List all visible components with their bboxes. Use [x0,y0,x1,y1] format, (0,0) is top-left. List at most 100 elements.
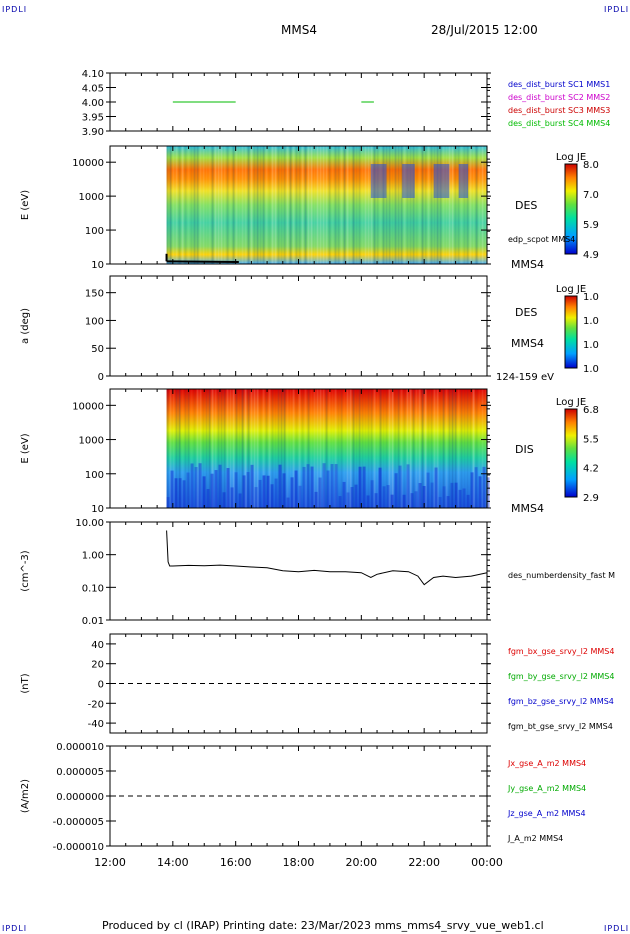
spectrogram-texture [268,389,271,508]
legend-entry: des_dist_burst SC3 MMS3 [508,106,610,115]
spectrogram-low-energy [342,481,346,508]
spectrogram-texture [439,389,442,508]
spectrogram-texture [367,146,370,264]
spectrogram-texture [415,146,418,264]
y-tick-label: 40 [91,640,104,651]
spectrogram-texture [259,389,262,508]
y-tick-label: 3.90 [82,127,104,138]
spectrogram-texture [181,146,184,264]
spectrogram-low-energy [350,487,354,508]
x-tick-label: 16:00 [220,856,252,869]
spectrogram-texture [193,146,196,264]
spectrogram-texture [316,146,319,264]
spectrogram-low-energy [374,493,378,508]
spectrogram-low-energy [262,475,266,508]
spectrogram-texture [379,389,382,508]
spectrogram-texture [436,146,439,264]
y-axis-label: E (eV) [20,433,31,463]
spectrogram-dropout [370,164,387,198]
spectrogram-texture [262,389,265,508]
spectrogram-low-energy [330,464,334,508]
legend-entry: fgm_bz_gse_srvy_l2 MMS4 [508,697,614,706]
spectrogram-dropout [433,164,450,198]
spectrogram-texture [394,146,397,264]
spectrogram-low-energy [442,486,446,508]
spectrogram-texture [241,146,244,264]
spectrogram-low-energy [382,486,386,508]
spectrogram-low-energy [182,480,186,508]
spectrogram-texture [463,389,466,508]
spectrogram-texture [271,389,274,508]
x-tick-label: 18:00 [283,856,315,869]
spectrogram-texture [175,389,178,508]
spectrogram-low-energy [354,484,358,508]
y-tick-label: 4.05 [82,84,104,95]
spectrogram-texture [466,389,469,508]
spectrogram-texture [328,146,331,264]
spectrogram-texture [412,146,415,264]
spectrogram-texture [253,389,256,508]
spectrogram-texture [415,389,418,508]
y-tick-label: 50 [91,344,104,355]
spectrogram-low-energy [226,468,230,508]
side-label-instrument: DES [515,199,537,212]
spectrogram-texture [442,146,445,264]
spectrogram-texture [457,146,460,264]
spectrogram-texture [385,146,388,264]
spectrogram-texture [484,389,487,508]
spectrogram-texture [469,389,472,508]
spectrogram-low-energy [326,470,330,508]
spectrogram-texture [229,389,232,508]
spectrogram-texture [352,389,355,508]
corner-label-top-left: IPDLI [2,5,28,14]
y-tick-label: 20 [91,660,104,671]
colorbar [564,408,578,498]
spectrogram-texture [355,389,358,508]
legend-entry: fgm_bx_gse_srvy_l2 MMS4 [508,647,614,656]
colorbar-tick-label: 2.9 [583,493,599,504]
spectrogram-low-energy [466,494,470,508]
spectrogram-texture [376,389,379,508]
legend-entry: Jz_gse_A_m2 MMS4 [507,809,586,818]
spectrogram-texture [220,389,223,508]
colorbar-tick-label: 1.0 [583,292,599,303]
spectrogram-low-energy [242,475,246,508]
legend-entry: fgm_by_gse_srvy_l2 MMS4 [508,672,614,681]
legend-entry: des_dist_burst SC4 MMS4 [508,119,610,128]
spectrogram-texture [181,389,184,508]
spectrogram-texture [304,389,307,508]
overlay-label: edp_scpot MMS4 [508,235,575,244]
spectrogram-low-energy [390,494,394,508]
spectrogram-low-energy [406,464,410,508]
spectrogram-low-energy [278,464,282,508]
spectrogram-texture [307,389,310,508]
y-tick-label: 0.10 [82,583,104,594]
colorbar-tick-label: 4.9 [583,250,599,261]
spectrogram-texture [361,146,364,264]
spectrogram-texture [364,389,367,508]
y-tick-label: 0.000005 [56,767,104,778]
y-tick-label: 0 [98,372,104,383]
spectrogram-texture [217,389,220,508]
spectrogram-texture [244,389,247,508]
spectrogram-texture [256,146,259,264]
spectrogram-texture [337,389,340,508]
y-tick-label: 0 [98,680,104,691]
spectrogram-texture [295,389,298,508]
scpot-line [166,260,239,263]
spectrogram-low-energy [166,497,170,508]
x-tick-label: 14:00 [157,856,189,869]
spectrogram-low-energy [446,496,450,508]
spectrogram-texture [352,146,355,264]
spectrogram-texture [277,389,280,508]
spectrogram-texture [292,146,295,264]
spectrogram-texture [433,389,436,508]
spectrogram-texture [214,146,217,264]
spectrogram-texture [223,146,226,264]
side-label-spacecraft: MMS4 [511,258,544,271]
corner-label-bottom-left: IPDLI [2,924,28,933]
spectrogram-texture [283,389,286,508]
y-tick-label: 4.00 [82,98,104,109]
spectrogram-low-energy [282,473,286,508]
spectrogram-texture [478,146,481,264]
